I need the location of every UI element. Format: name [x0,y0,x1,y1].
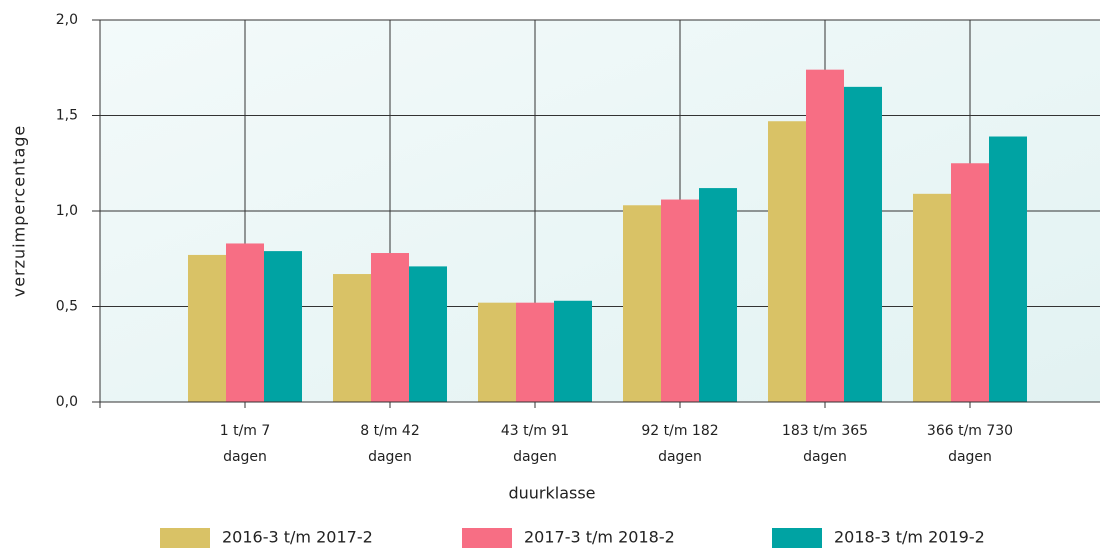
y-tick-label: 1,5 [56,108,78,124]
x-tick-label: 366 t/m 730 [927,423,1013,439]
x-tick-label: dagen [803,449,847,465]
bar [661,199,699,402]
y-tick-label: 0,5 [56,299,78,315]
legend-label: 2018-3 t/m 2019-2 [834,528,985,547]
bar [768,121,806,402]
bar [554,300,592,402]
y-tick-label: 1,0 [56,203,78,219]
legend-swatch [160,528,210,548]
x-tick-label: 183 t/m 365 [782,423,868,439]
bar [264,251,302,402]
x-tick-label: 1 t/m 7 [220,423,271,439]
bar [516,302,554,402]
y-tick-label: 0,0 [56,394,78,410]
x-tick-label: 92 t/m 182 [641,423,718,439]
legend-label: 2017-3 t/m 2018-2 [524,528,675,547]
bar [333,274,371,402]
x-tick-label: dagen [948,449,992,465]
bar [226,243,264,402]
bar [951,163,989,402]
x-axis-label: duurklasse [508,484,595,503]
legend-label: 2016-3 t/m 2017-2 [222,528,373,547]
bar [989,136,1027,402]
legend-swatch [462,528,512,548]
bar [188,254,226,402]
bar [371,253,409,402]
bar [478,302,516,402]
bar [409,266,447,402]
x-tick-label: dagen [368,449,412,465]
bar [806,69,844,402]
x-tick-label: dagen [223,449,267,465]
x-tick-label: 43 t/m 91 [501,423,569,439]
legend-swatch [772,528,822,548]
bar [623,205,661,402]
bar [913,193,951,402]
y-axis-label: verzuimpercentage [10,125,29,298]
bar [844,86,882,402]
bar [699,188,737,402]
x-tick-label: 8 t/m 42 [360,423,419,439]
y-tick-label: 2,0 [56,12,78,28]
x-tick-label: dagen [658,449,702,465]
x-tick-label: dagen [513,449,557,465]
